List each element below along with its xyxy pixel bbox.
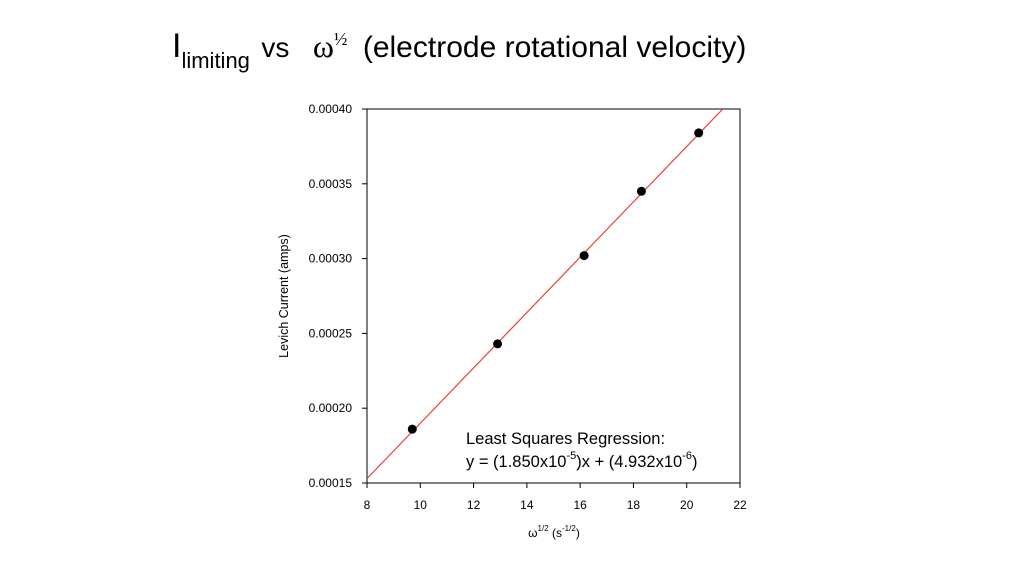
regression-equation: y = (1.850x10-5)x + (4.932x10-6) bbox=[466, 450, 697, 471]
y-axis-label: Levich Current (amps) bbox=[277, 234, 291, 358]
y-tick-label: 0.00035 bbox=[309, 177, 353, 191]
eq-exp2: -6 bbox=[682, 450, 692, 462]
x-axis-label: ω1/2 (s-1/2) bbox=[528, 524, 580, 540]
x-label-unit-open: (s bbox=[549, 526, 562, 540]
x-tick-label: 22 bbox=[733, 498, 747, 512]
x-tick-label: 20 bbox=[680, 498, 694, 512]
data-point bbox=[694, 128, 704, 138]
title-subscript: limiting bbox=[181, 48, 250, 73]
title-main: I bbox=[172, 27, 182, 65]
slide-title: Ilimiting vs ω½ (electrode rotational ve… bbox=[172, 27, 747, 73]
data-point bbox=[493, 339, 503, 349]
x-tick-label: 8 bbox=[364, 498, 371, 512]
title-half: ½ bbox=[333, 29, 348, 49]
y-tick-label: 0.00020 bbox=[309, 401, 353, 415]
x-label-base: ω bbox=[528, 526, 537, 540]
y-axis: 0.00015 0.00020 0.00025 0.00030 0.00035 0.000… bbox=[309, 102, 367, 490]
title-omega: ω bbox=[312, 28, 334, 64]
plot-frame bbox=[366, 108, 741, 484]
regression-line bbox=[367, 109, 724, 480]
y-tick-label: 0.00040 bbox=[309, 102, 353, 116]
eq-mid: )x + (4.932x10 bbox=[576, 453, 682, 471]
title-rest: (electrode rotational velocity) bbox=[362, 31, 747, 64]
eq-start: y = (1.850x10 bbox=[466, 453, 566, 471]
x-label-sup: 1/2 bbox=[538, 524, 550, 533]
x-label-unit-close: ) bbox=[576, 526, 580, 540]
data-point bbox=[579, 251, 589, 261]
x-tick-label: 14 bbox=[520, 498, 534, 512]
x-tick-label: 12 bbox=[467, 498, 481, 512]
eq-exp1: -5 bbox=[566, 450, 576, 462]
y-tick-label: 0.00025 bbox=[309, 326, 353, 340]
data-points bbox=[407, 128, 704, 434]
data-point bbox=[636, 186, 646, 196]
x-tick-label: 18 bbox=[627, 498, 641, 512]
x-axis: 8 10 12 14 16 18 20 22 bbox=[364, 483, 747, 512]
x-label-unit-sup: -1/2 bbox=[562, 524, 576, 533]
title-vs: vs bbox=[261, 32, 290, 63]
x-tick-label: 16 bbox=[573, 498, 587, 512]
x-tick-label: 10 bbox=[414, 498, 428, 512]
regression-title: Least Squares Regression: bbox=[466, 430, 665, 448]
eq-end: ) bbox=[692, 453, 698, 471]
y-tick-label: 0.00030 bbox=[309, 252, 353, 266]
y-tick-label: 0.00015 bbox=[309, 476, 353, 490]
data-point bbox=[407, 424, 417, 434]
